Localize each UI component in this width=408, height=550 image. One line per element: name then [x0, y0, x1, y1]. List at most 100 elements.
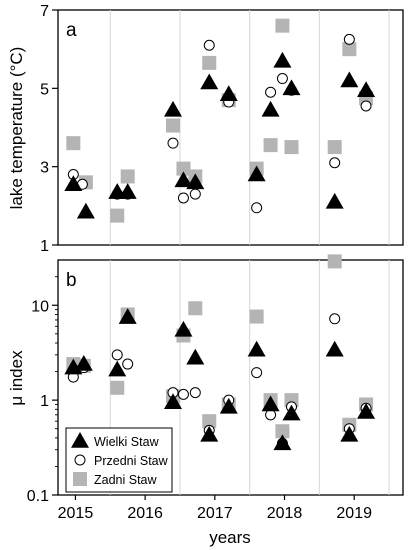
point-zadni-staw — [327, 140, 342, 155]
point-zadni-staw — [275, 424, 290, 439]
point-wielki-staw — [164, 100, 182, 117]
point-wielki-staw — [282, 404, 301, 421]
point-zadni-staw — [327, 254, 342, 269]
point-wielki-staw — [164, 393, 182, 409]
point-wielki-staw — [340, 425, 359, 442]
point-przedni-staw — [167, 137, 179, 149]
point-wielki-staw — [200, 73, 219, 90]
panel-b-y-ticks: 0.1 1 10 — [27, 276, 58, 505]
point-wielki-staw — [261, 100, 280, 117]
point-przedni-staw — [265, 409, 277, 421]
point-wielki-staw — [174, 171, 193, 188]
point-wielki-staw — [247, 340, 266, 357]
point-zadni-staw — [66, 136, 81, 151]
y-tick-label: 3 — [40, 160, 49, 177]
point-wielki-staw — [282, 79, 301, 96]
point-przedni-staw — [251, 202, 263, 214]
x-tick-label: 2019 — [336, 505, 372, 522]
point-zadni-staw — [249, 309, 264, 324]
panel-b-grid — [109, 260, 390, 495]
point-wielki-staw — [340, 71, 359, 88]
point-zadni-staw — [263, 138, 278, 153]
x-tick-label: 2018 — [267, 505, 303, 522]
legend-label-wielki-staw: Wielki Staw — [94, 435, 160, 449]
point-zadni-staw — [284, 140, 299, 155]
legend: Wielki Staw Przedni Staw Zadni Staw — [65, 427, 173, 493]
point-wielki-staw — [118, 183, 137, 199]
point-zadni-staw — [176, 161, 191, 176]
point-przedni-staw — [329, 313, 341, 325]
point-wielki-staw — [64, 175, 83, 192]
y-tick-label: 5 — [40, 81, 49, 98]
y-tick-label: 1 — [40, 238, 49, 255]
point-zadni-staw — [120, 169, 135, 184]
point-przedni-staw — [265, 86, 277, 98]
legend-marker-zadni-staw — [73, 472, 87, 486]
point-wielki-staw — [186, 348, 205, 365]
point-zadni-staw — [202, 414, 217, 429]
point-przedni-staw — [251, 367, 263, 379]
point-wielki-staw — [118, 308, 137, 324]
point-przedni-staw — [343, 33, 355, 45]
panel-a-marks — [64, 18, 376, 223]
panel-a-grid — [109, 10, 390, 245]
point-wielki-staw — [74, 355, 93, 371]
y-tick-label: 10 — [31, 298, 49, 315]
point-zadni-staw — [275, 18, 290, 33]
legend-marker-wielki-staw — [71, 432, 89, 448]
point-przedni-staw — [122, 358, 134, 370]
point-przedni-staw — [189, 188, 201, 200]
y-tick-label: 7 — [40, 3, 49, 20]
point-przedni-staw — [203, 39, 215, 51]
point-wielki-staw — [247, 165, 266, 182]
point-wielki-staw — [186, 173, 205, 190]
point-zadni-staw — [342, 42, 357, 57]
x-tick-label: 2016 — [127, 505, 163, 522]
y-tick-label: 0.1 — [27, 488, 49, 505]
point-przedni-staw — [111, 349, 123, 361]
point-zadni-staw — [166, 118, 180, 133]
panel-a: a 1 3 5 7 lake temperature (°C) — [7, 3, 404, 255]
point-wielki-staw — [219, 85, 238, 101]
panel-b-letter: b — [66, 270, 77, 291]
point-wielki-staw — [76, 202, 95, 219]
y-tick-label: 1 — [40, 393, 49, 410]
point-wielki-staw — [261, 395, 280, 412]
panel-a-y-axis-label: lake temperature (°C) — [7, 47, 26, 210]
point-przedni-staw — [360, 100, 372, 112]
point-wielki-staw — [357, 402, 376, 419]
point-zadni-staw — [110, 380, 125, 395]
panel-a-frame — [57, 9, 404, 246]
x-axis-label: years — [209, 528, 251, 547]
panel-b: b 0.1 1 10 2015 2016 2017 2018 2019 μ index ye… — [7, 254, 404, 547]
point-przedni-staw — [329, 157, 341, 169]
x-tick-label: 2017 — [197, 505, 233, 522]
panel-a-y-ticks: 1 3 5 7 — [40, 3, 58, 255]
point-zadni-staw — [110, 208, 125, 223]
point-przedni-staw — [177, 192, 189, 204]
point-wielki-staw — [174, 320, 193, 337]
point-wielki-staw — [357, 81, 376, 98]
point-wielki-staw — [273, 51, 292, 68]
point-wielki-staw — [325, 340, 344, 357]
legend-label-zadni-staw: Zadni Staw — [94, 473, 158, 487]
point-wielki-staw — [200, 425, 219, 442]
point-wielki-staw — [325, 192, 344, 209]
legend-marker-przedni-staw — [74, 454, 86, 466]
legend-label-przedni-staw: Przedni Staw — [94, 454, 169, 468]
point-przedni-staw — [177, 388, 189, 400]
point-wielki-staw — [219, 397, 238, 414]
point-przedni-staw — [189, 387, 201, 399]
panel-a-letter: a — [66, 20, 77, 41]
point-zadni-staw — [188, 301, 203, 316]
panel-b-marks — [64, 254, 376, 451]
x-tick-label: 2015 — [58, 505, 94, 522]
panel-b-frame — [57, 259, 404, 496]
point-wielki-staw — [273, 434, 292, 451]
point-zadni-staw — [202, 55, 217, 70]
panel-b-x-ticks: 2015 2016 2017 2018 2019 — [58, 495, 372, 522]
panel-b-y-axis-label: μ index — [7, 350, 26, 406]
point-przedni-staw — [276, 73, 288, 85]
point-wielki-staw — [108, 360, 127, 377]
